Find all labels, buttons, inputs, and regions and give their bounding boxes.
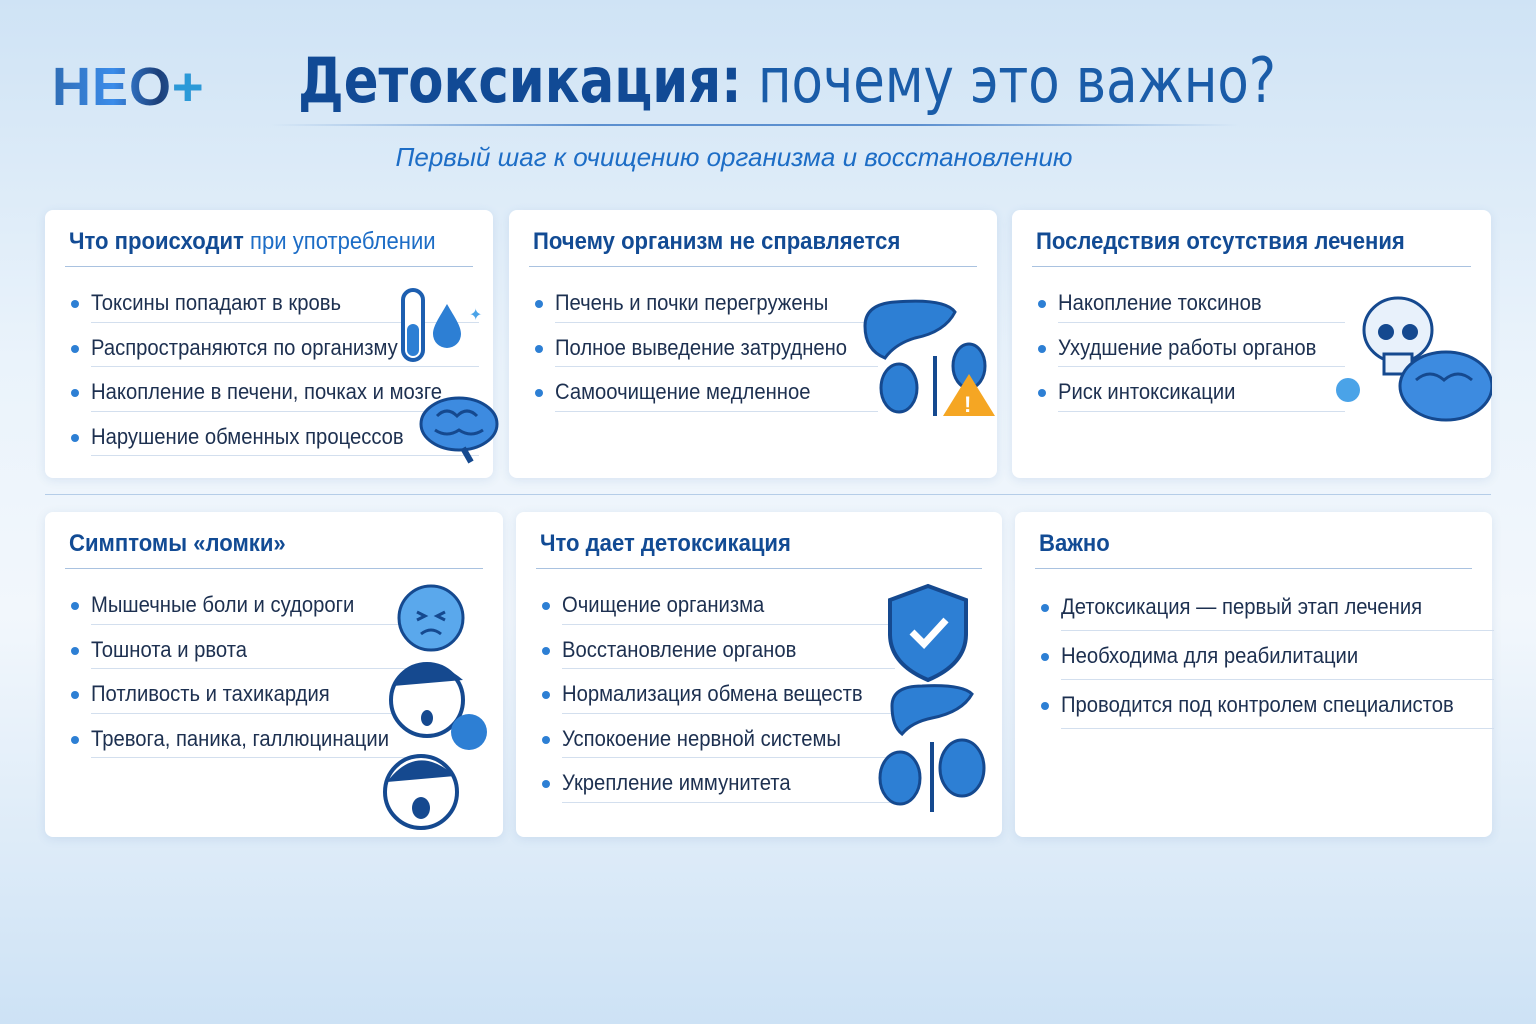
list-item: Необходима для реабилитации [1041, 639, 1494, 688]
drop-icon [433, 304, 461, 348]
card-title: Что дает детоксикация [540, 530, 791, 557]
list-item: Успокоение нервной системы [542, 722, 895, 767]
card-list: Очищение организма Восстановление органо… [542, 588, 895, 811]
page-title: Детоксикация: почему это важно? [298, 44, 1276, 117]
list-item: Самоочищение медленное [535, 375, 879, 420]
list-item: Полное выведение затруднено [535, 331, 879, 376]
organs-warning-icon: ! [863, 299, 995, 417]
skull-brain-icon [1336, 296, 1492, 422]
title-bold: Детоксикация: [298, 44, 742, 117]
svg-text:✦: ✦ [469, 307, 482, 324]
shield-check-icon [888, 583, 968, 683]
card-why-body-fails: Почему организм не справляется Печень и … [509, 210, 997, 478]
card-list: Накопление токсинов Ухудшение работы орг… [1038, 286, 1345, 420]
list-item: Восстановление органов [542, 633, 895, 678]
list-item: Детоксикация — первый этап лечения [1041, 590, 1494, 639]
list-item: Печень и почки перегружены [535, 286, 879, 331]
card-title: Почему организм не справляется [533, 228, 901, 255]
list-item: Токсины попадают в кровь [71, 286, 479, 331]
brain-icon [419, 396, 499, 464]
liver-icon [863, 299, 957, 360]
card-list: Печень и почки перегружены Полное выведе… [535, 286, 879, 420]
list-item: Накопление токсинов [1038, 286, 1345, 331]
subtitle: Первый шаг к очищению организма и восста… [395, 142, 1073, 172]
scared-face-icon [383, 754, 459, 830]
warning-icon [943, 374, 995, 416]
card-title: Что происходит при употреблении [69, 228, 436, 255]
list-item: Накопление в печени, почках и мозге [71, 375, 479, 420]
list-item: Укрепление иммунитета [542, 766, 895, 811]
faces-icon [383, 584, 487, 830]
liver-icon [890, 684, 974, 737]
logo-plus: + [172, 57, 205, 117]
logo: НЕО+ [52, 56, 205, 118]
list-item: Тревога, паника, галлюцинации [71, 722, 421, 767]
shield-organs-icon [878, 583, 986, 812]
card-detox-benefits: Что дает детоксикация Очищение организма… [516, 512, 1002, 837]
section-divider [45, 494, 1491, 495]
list-item: Мышечные боли и судороги [71, 588, 421, 633]
card-important: Важно Детоксикация — первый этап лечения… [1015, 512, 1494, 837]
card-withdrawal-symptoms: Симптомы «ломки» Мышечные боли и судорог… [45, 512, 503, 837]
card-what-happens: Что происходит при употреблении Токсины … [45, 210, 499, 478]
title-underline [270, 124, 1240, 126]
list-item: Распространяются по организму [71, 331, 479, 376]
list-item: Нарушение обменных процессов [71, 420, 479, 465]
list-item: Риск интоксикации [1038, 375, 1345, 420]
sweating-face-icon [389, 662, 487, 750]
brain-icon [1398, 350, 1492, 422]
card-list: Мышечные боли и судороги Тошнота и рвота… [71, 588, 421, 767]
card-list: Детоксикация — первый этап лечения Необх… [1041, 590, 1494, 737]
test-tube-icon: ✦ [401, 288, 482, 362]
list-item: Тошнота и рвота [71, 633, 421, 678]
logo-text: НЕО [52, 57, 173, 117]
card-title: Важно [1039, 530, 1110, 557]
card-consequences: Последствия отсутствия лечения Накоплени… [1012, 210, 1492, 478]
sick-face-icon [397, 584, 465, 652]
title-rest: почему это важно? [741, 44, 1277, 117]
list-item: Нормализация обмена веществ [542, 677, 895, 722]
card-title: Симптомы «ломки» [69, 530, 286, 557]
svg-text:!: ! [964, 392, 971, 417]
card-title: Последствия отсутствия лечения [1036, 228, 1405, 255]
list-item: Ухудшение работы органов [1038, 331, 1345, 376]
kidneys-icon [878, 738, 986, 812]
card-list: Токсины попадают в кровь Распространяютс… [71, 286, 479, 465]
list-item: Потливость и тахикардия [71, 677, 421, 722]
list-item: Очищение организма [542, 588, 895, 633]
kidneys-icon [879, 362, 919, 414]
list-item: Проводится под контролем специалистов [1041, 688, 1494, 737]
